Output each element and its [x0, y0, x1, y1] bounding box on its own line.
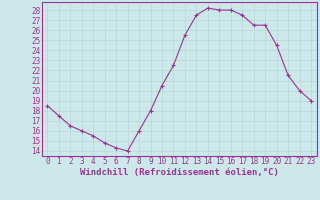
X-axis label: Windchill (Refroidissement éolien,°C): Windchill (Refroidissement éolien,°C): [80, 168, 279, 177]
